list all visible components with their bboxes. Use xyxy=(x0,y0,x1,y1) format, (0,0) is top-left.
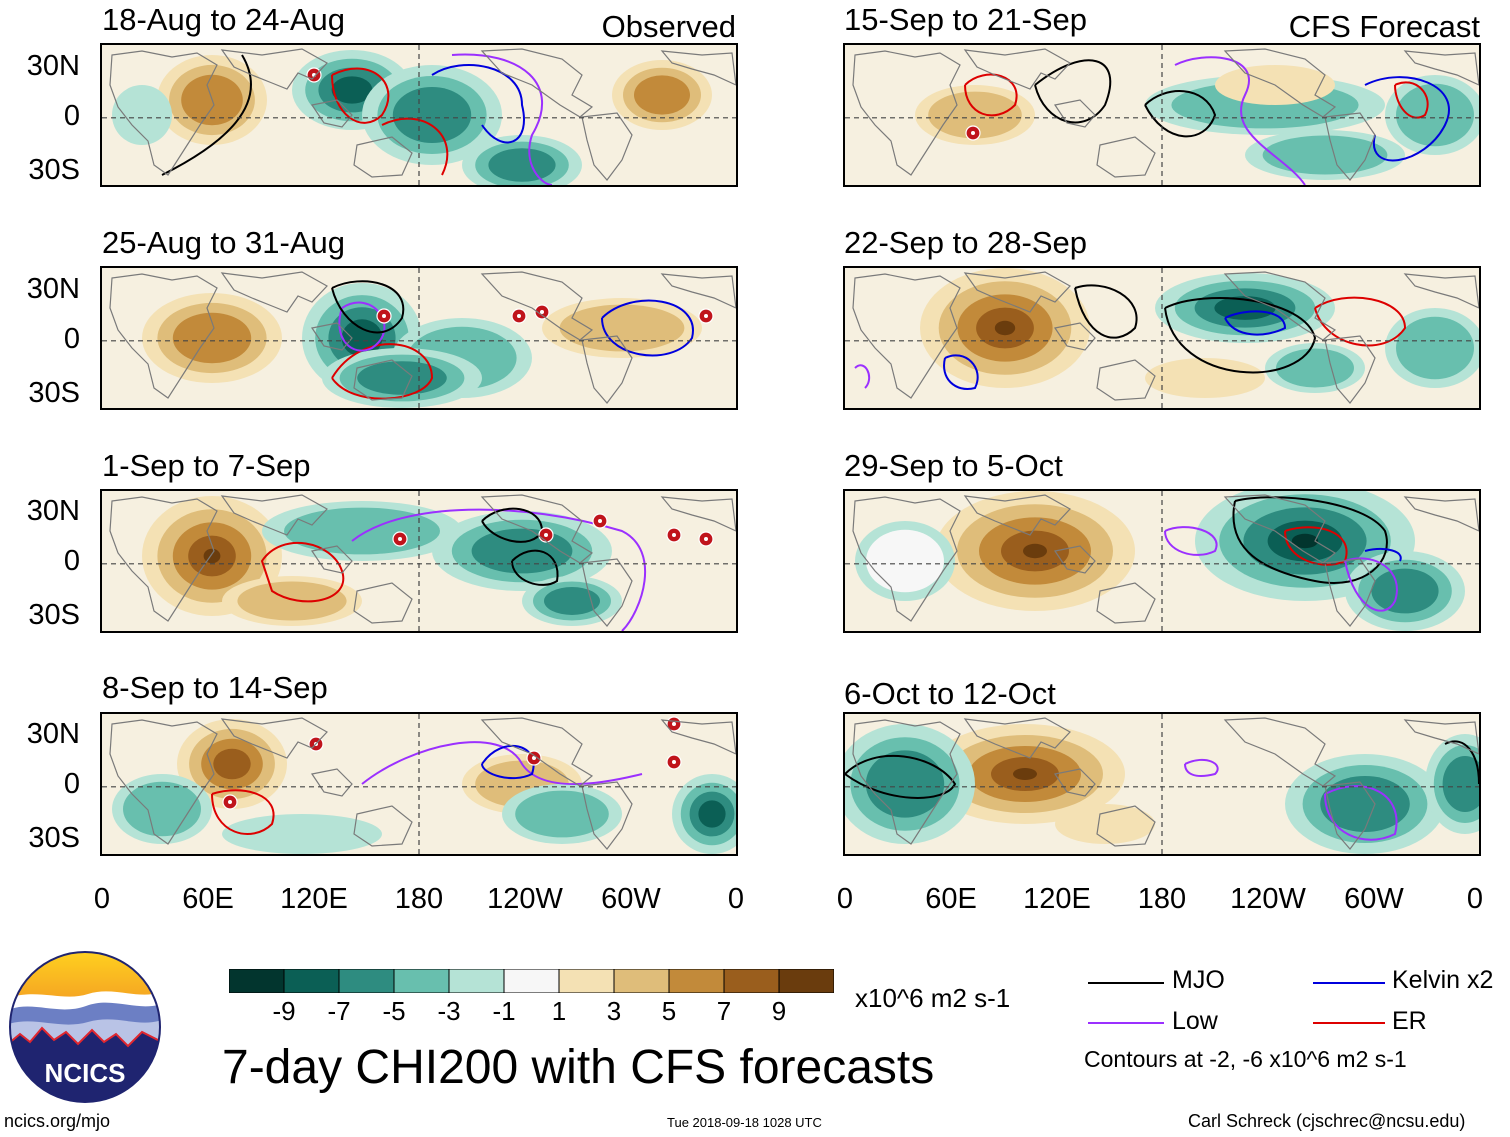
colorbar-swatch xyxy=(503,968,560,994)
colorbar-tick-label: -9 xyxy=(272,996,296,1026)
lon-label: 180 xyxy=(394,883,444,915)
logo-text: NCICS xyxy=(45,1058,126,1088)
lat-label: 30N xyxy=(26,495,80,527)
colorbar-tick-label: 1 xyxy=(551,996,567,1026)
colorbar-tick-label: -5 xyxy=(382,996,406,1026)
lon-label: 60E xyxy=(182,883,234,915)
cfs-forecast-label: CFS Forecast xyxy=(1288,9,1480,44)
lon-label: 0 xyxy=(836,883,854,915)
lat-label: 0 xyxy=(63,768,80,800)
colorbar-swatch xyxy=(283,968,340,994)
contour-note: Contours at -2, -6 x10^6 m2 s-1 xyxy=(1084,1046,1407,1072)
lat-label: 30N xyxy=(26,273,80,305)
panel-title-fcst-2: 22-Sep to 28-Sep xyxy=(844,225,1088,260)
colorbar-swatch xyxy=(778,968,835,994)
lon-label: 120E xyxy=(280,883,348,915)
colorbar-tick-label: 7 xyxy=(716,996,732,1026)
lat-label: 0 xyxy=(63,323,80,355)
colorbar-tick-label: 5 xyxy=(661,996,677,1026)
lat-label: 0 xyxy=(63,545,80,577)
lon-label: 60E xyxy=(925,883,977,915)
author-credit: Carl Schreck (cjschrec@ncsu.edu) xyxy=(1188,1111,1466,1131)
legend-mjo-line xyxy=(1088,982,1164,984)
lat-label: 0 xyxy=(63,100,80,132)
legend-er-line xyxy=(1313,1022,1385,1024)
timestamp: Tue 2018-09-18 1028 UTC xyxy=(667,1115,822,1130)
units-label: x10^6 m2 s-1 xyxy=(855,983,1011,1013)
panel-title-fcst-1: 15-Sep to 21-Sep xyxy=(844,2,1088,37)
legend-low-line xyxy=(1088,1022,1164,1024)
map-panel-fcst-3 xyxy=(843,489,1481,633)
panel-title-obs-1: 18-Aug to 24-Aug xyxy=(102,2,346,37)
legend-mjo-label: MJO xyxy=(1172,966,1225,994)
colorbar-swatch xyxy=(613,968,670,994)
lat-label: 30S xyxy=(28,822,80,854)
lon-label: 120E xyxy=(1023,883,1091,915)
map-panel-fcst-2 xyxy=(843,266,1481,410)
colorbar-tick-label: 9 xyxy=(771,996,787,1026)
map-panel-obs-3 xyxy=(100,489,738,633)
panel-title-obs-2: 25-Aug to 31-Aug xyxy=(102,225,346,260)
panel-title-obs-3: 1-Sep to 7-Sep xyxy=(102,448,311,483)
colorbar-swatch xyxy=(393,968,450,994)
lon-label: 0 xyxy=(1466,883,1484,915)
legend-low-label: Low xyxy=(1172,1007,1218,1035)
lon-label: 120W xyxy=(1230,883,1306,915)
map-panel-fcst-4 xyxy=(843,712,1481,856)
figure-title: 7-day CHI200 with CFS forecasts xyxy=(222,1041,935,1094)
lon-label: 180 xyxy=(1137,883,1187,915)
colorbar-swatch xyxy=(558,968,615,994)
colorbar-swatch xyxy=(448,968,505,994)
lon-label: 120W xyxy=(487,883,563,915)
colorbar-swatch xyxy=(668,968,725,994)
lat-label: 30N xyxy=(26,50,80,82)
map-panel-obs-4 xyxy=(100,712,738,856)
panel-title-obs-4: 8-Sep to 14-Sep xyxy=(102,670,328,705)
lon-label: 60W xyxy=(1344,883,1404,915)
lon-label: 0 xyxy=(93,883,111,915)
colorbar-swatch xyxy=(723,968,780,994)
ncics-logo: NCICS xyxy=(8,950,162,1104)
map-panel-obs-2 xyxy=(100,266,738,410)
lat-label: 30S xyxy=(28,599,80,631)
lon-label: 0 xyxy=(727,883,745,915)
panel-title-fcst-4: 6-Oct to 12-Oct xyxy=(844,676,1056,711)
lat-label: 30N xyxy=(26,718,80,750)
colorbar-swatch xyxy=(338,968,395,994)
lat-label: 30S xyxy=(28,154,80,186)
colorbar-tick-label: -1 xyxy=(492,996,516,1026)
colorbar-swatch xyxy=(228,968,285,994)
panel-title-fcst-3: 29-Sep to 5-Oct xyxy=(844,448,1063,483)
legend-kelvin-line xyxy=(1313,982,1385,984)
source-url[interactable]: ncics.org/mjo xyxy=(4,1111,111,1131)
map-panel-fcst-1 xyxy=(843,43,1481,187)
colorbar-tick-label: -3 xyxy=(437,996,461,1026)
lat-label: 30S xyxy=(28,377,80,409)
observed-label: Observed xyxy=(601,9,736,44)
lon-label: 60W xyxy=(601,883,661,915)
colorbar-tick-label: -7 xyxy=(327,996,351,1026)
colorbar-tick-label: 3 xyxy=(606,996,622,1026)
legend-er-label: ER xyxy=(1392,1007,1427,1035)
legend-kelvin-label: Kelvin x2 xyxy=(1392,966,1494,994)
colorbar xyxy=(228,968,835,994)
map-panel-obs-1 xyxy=(100,43,738,187)
